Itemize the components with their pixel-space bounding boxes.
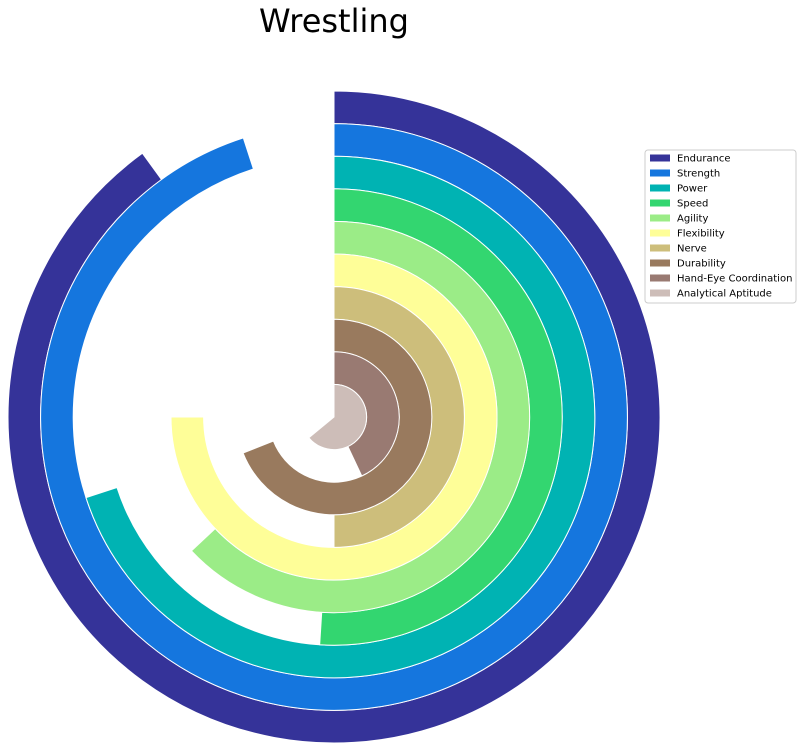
legend-swatch-endurance [650, 154, 670, 162]
legend-swatch-strength [650, 169, 670, 177]
rings-group [7, 90, 661, 744]
legend-swatch-power [650, 184, 670, 192]
legend-swatch-durability [650, 259, 670, 267]
legend-label-agility: Agility [677, 214, 708, 225]
legend-label-endurance: Endurance [677, 154, 731, 165]
legend-swatch-agility [650, 214, 670, 222]
legend-label-durability: Durability [677, 259, 726, 270]
legend-swatch-nerve [650, 244, 670, 252]
legend-label-hand-eye-coordination: Hand-Eye Coordination [677, 274, 792, 285]
legend-swatch-flexibility [650, 229, 670, 237]
legend-label-power: Power [677, 184, 708, 195]
chart-title: Wrestling [259, 2, 409, 40]
legend-label-analytical-aptitude: Analytical Aptitude [677, 289, 772, 300]
legend-label-speed: Speed [677, 199, 708, 210]
legend-frame [644, 149, 797, 304]
legend-swatch-hand-eye-coordination [650, 274, 670, 282]
ring-bar-analytical-aptitude [308, 383, 368, 451]
legend-label-flexibility: Flexibility [677, 229, 725, 240]
legend-label-nerve: Nerve [677, 244, 707, 255]
legend-swatch-analytical-aptitude [650, 289, 670, 297]
legend: Endurance Strength Power Speed Agility Flexib… [644, 149, 797, 304]
legend-swatch-speed [650, 199, 670, 207]
legend-label-strength: Strength [677, 169, 720, 180]
